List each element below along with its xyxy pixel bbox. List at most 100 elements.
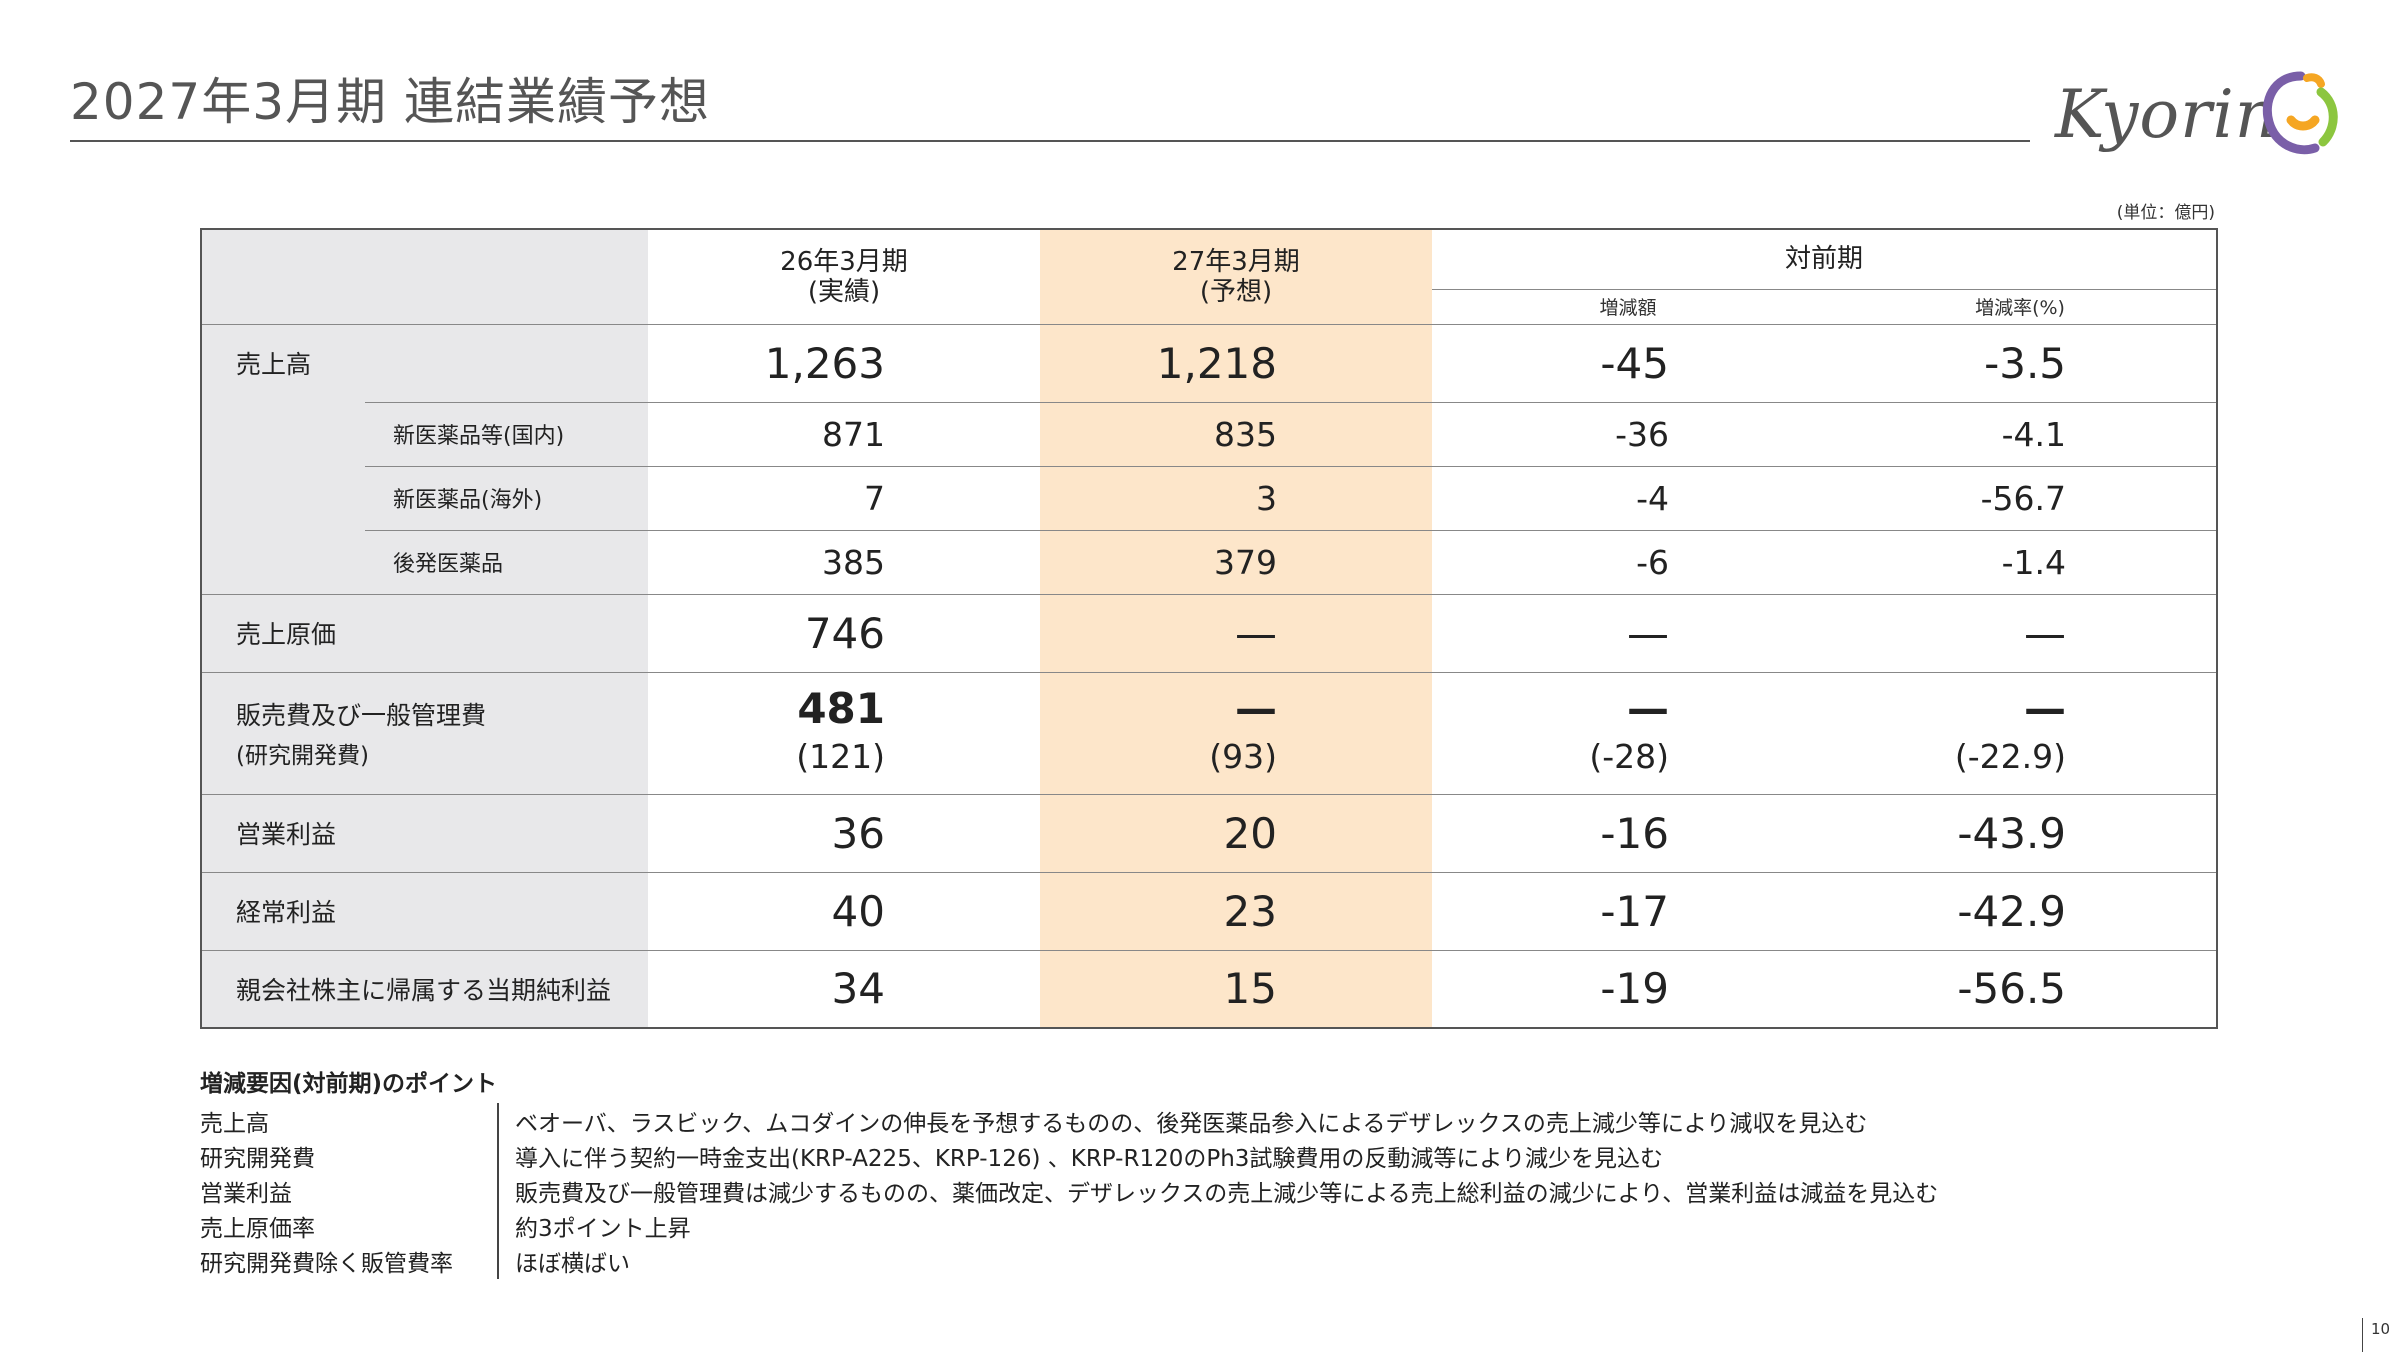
cell-rate: -3.5 (1824, 323, 2218, 402)
cell-change: -4 (1432, 465, 1824, 530)
table-subheader-row: 増減額 増減率(%) (201, 288, 2218, 324)
table-header-row: 26年3月期 (実績) 27年3月期 (予想) 対前期 (201, 229, 2217, 324)
cell-change-sga: — (1627, 684, 1669, 733)
cell-actual: 746 (648, 593, 1040, 672)
row-label: 販売費及び一般管理費 (研究開発費) (201, 671, 648, 794)
logo-mark-icon (2262, 71, 2338, 155)
page-number: 10 (2362, 1318, 2390, 1352)
cell-actual: 7 (648, 465, 1040, 530)
list-item: 営業利益 販売費及び一般管理費は減少するものの、薬価改定、デザレックスの売上減少… (200, 1173, 1938, 1208)
cell-rate-rd: (-22.9) (1954, 737, 2067, 776)
cell-change: -19 (1432, 949, 1824, 1028)
cell-change-rd: (-28) (1589, 737, 1669, 776)
cell-change: — (-28) (1432, 671, 1824, 794)
cell-forecast: 3 (1040, 465, 1432, 530)
row-label: 経常利益 (201, 871, 648, 950)
cell-actual: 34 (648, 949, 1040, 1028)
notes-divider (497, 1103, 499, 1279)
cell-actual-rd: (121) (796, 737, 885, 776)
note-text: 導入に伴う契約一時金支出(KRP-A225、KRP-126) 、KRP-R120… (515, 1145, 1663, 1172)
cell-forecast-rd: (93) (1209, 737, 1277, 776)
list-item: 研究開発費除く販管費率 ほぼ横ばい (200, 1243, 1938, 1278)
note-text: ベオーバ、ラスビック、ムコダインの伸長を予想するものの、後発医薬品参入によるデザ… (515, 1110, 1868, 1137)
cell-actual: 481 (121) (648, 671, 1040, 794)
header-actual-type: (実績) (807, 276, 881, 307)
logo-wordmark: Kyorin (2055, 76, 2279, 153)
notes-list: 売上高 ベオーバ、ラスビック、ムコダインの伸長を予想するものの、後発医薬品参入に… (200, 1103, 1938, 1279)
row-indent (201, 530, 365, 594)
cell-forecast: — (1040, 593, 1432, 672)
list-item: 研究開発費 導入に伴う契約一時金支出(KRP-A225、KRP-126) 、KR… (200, 1138, 1938, 1173)
cell-change: — (1432, 593, 1824, 672)
row-net-income: 親会社株主に帰属する当期純利益 34 15 -19 -56.5 (201, 949, 2218, 1028)
row-label: 新医薬品(海外) (365, 465, 648, 530)
cell-actual: 40 (648, 871, 1040, 950)
row-label: 後発医薬品 (365, 529, 648, 594)
cell-forecast: 379 (1040, 529, 1432, 594)
header-actual-period: 26年3月期 (780, 246, 908, 277)
cell-rate: — (-22.9) (1824, 671, 2218, 794)
cell-rate: -56.5 (1824, 949, 2218, 1028)
header-rate: 増減率(%) (1824, 288, 2218, 324)
cell-change: -6 (1432, 529, 1824, 594)
note-label: 営業利益 (200, 1180, 292, 1207)
list-item: 売上原価率 約3ポイント上昇 (200, 1208, 1938, 1243)
header-actual: 26年3月期 (実績) (648, 229, 1040, 324)
unit-label: (単位：億円) (2116, 203, 2215, 223)
cell-forecast: 1,218 (1040, 323, 1432, 402)
row-label: 売上原価 (201, 593, 648, 672)
company-logo: Kyorin (2055, 62, 2355, 172)
row-operating: 営業利益 36 20 -16 -43.9 (201, 793, 2218, 872)
notes-title: 増減要因(対前期)のポイント (200, 1071, 498, 1097)
header-change: 増減額 (1432, 288, 1824, 324)
header-forecast-type: (予想) (1199, 276, 1273, 307)
cell-forecast: 20 (1040, 793, 1432, 872)
note-text: 販売費及び一般管理費は減少するものの、薬価改定、デザレックスの売上減少等による売… (515, 1180, 1939, 1207)
cell-change: -16 (1432, 793, 1824, 872)
cell-forecast: — (93) (1040, 671, 1432, 794)
cell-rate: — (1824, 593, 2218, 672)
cell-actual-sga: 481 (797, 684, 885, 733)
row-label: 売上高 (201, 323, 648, 402)
note-label: 売上原価率 (200, 1215, 315, 1242)
header-forecast: 27年3月期 (予想) (1040, 229, 1432, 324)
header-yoy: 対前期 (1785, 244, 1864, 275)
list-item: 売上高 ベオーバ、ラスビック、ムコダインの伸長を予想するものの、後発医薬品参入に… (200, 1103, 1938, 1138)
row-ordinary: 経常利益 40 23 -17 -42.9 (201, 871, 2218, 950)
cell-rate: -4.1 (1824, 401, 2218, 466)
cell-rate: -43.9 (1824, 793, 2218, 872)
cell-actual: 871 (648, 401, 1040, 466)
cell-forecast-sga: — (1235, 684, 1277, 733)
row-new-overseas: 新医薬品(海外) 7 3 -4 -56.7 (201, 465, 2218, 530)
row-generic: 後発医薬品 385 379 -6 -1.4 (201, 529, 2218, 594)
page-title: 2027年3月期 連結業績予想 (70, 73, 710, 131)
row-label-rd: (研究開発費) (236, 743, 369, 769)
cell-change: -45 (1432, 323, 1824, 402)
title-divider (70, 140, 2030, 142)
header-forecast-period: 27年3月期 (1172, 246, 1300, 277)
cell-forecast: 835 (1040, 401, 1432, 466)
cell-actual: 385 (648, 529, 1040, 594)
row-new-domestic: 新医薬品等(国内) 871 835 -36 -4.1 (201, 401, 2218, 466)
cell-rate: -56.7 (1824, 465, 2218, 530)
row-cogs: 売上原価 746 — — — (201, 593, 2218, 672)
row-sales: 売上高 1,263 1,218 -45 -3.5 (201, 323, 2218, 402)
forecast-table: 26年3月期 (実績) 27年3月期 (予想) 対前期 増減額 増減率(%) 売… (200, 228, 2219, 1029)
cell-actual: 1,263 (648, 323, 1040, 402)
row-indent (201, 402, 365, 466)
cell-forecast: 23 (1040, 871, 1432, 950)
cell-actual: 36 (648, 793, 1040, 872)
cell-rate: -1.4 (1824, 529, 2218, 594)
note-text: 約3ポイント上昇 (515, 1215, 691, 1242)
row-indent (201, 466, 365, 530)
cell-change: -17 (1432, 871, 1824, 950)
note-label: 研究開発費 (200, 1145, 315, 1172)
note-text: ほぼ横ばい (515, 1250, 630, 1277)
note-label: 研究開発費除く販管費率 (200, 1250, 453, 1277)
row-sga: 販売費及び一般管理費 (研究開発費) 481 (121) — (93) — (-… (201, 671, 2218, 794)
cell-rate-sga: — (2024, 684, 2067, 733)
row-label: 新医薬品等(国内) (365, 401, 648, 466)
cell-rate: -42.9 (1824, 871, 2218, 950)
header-blank (201, 229, 648, 324)
row-label: 営業利益 (201, 793, 648, 872)
